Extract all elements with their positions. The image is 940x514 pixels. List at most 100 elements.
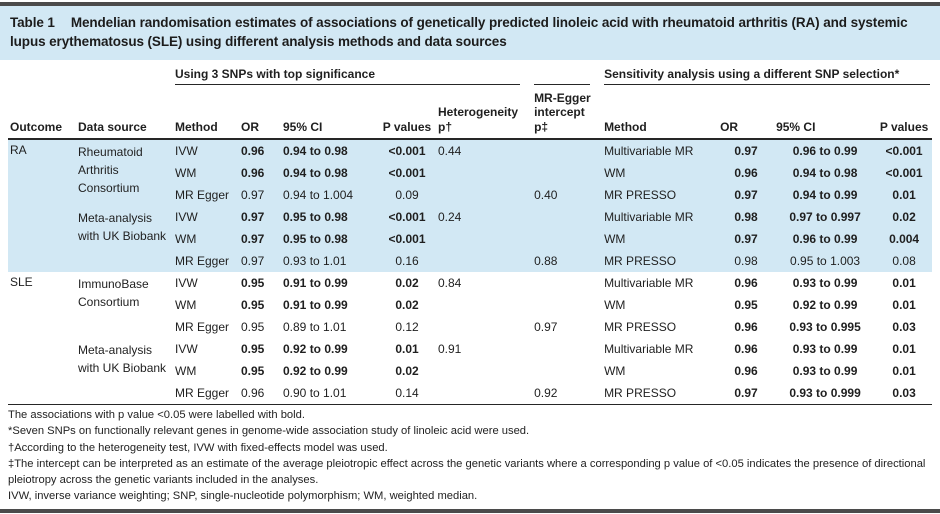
method-cell: MR Egger (173, 381, 239, 405)
or-cell: 0.97 (239, 183, 281, 206)
or2-cell: 0.97 (718, 227, 775, 250)
ci-cell: 0.90 to 1.01 (281, 381, 378, 405)
section-sle: SLE ImmunoBase Consortium IVW 0.95 0.91 … (8, 271, 933, 405)
table-row: RA Rheumatoid Arthritis Consortium IVW 0… (8, 138, 933, 272)
heterogeneity-cell (436, 381, 533, 405)
footnote-abbreviations: IVW, inverse variance weighting; SNP, si… (8, 490, 478, 503)
method2-cell: MR PRESSO (602, 249, 719, 272)
p-cell: 0.12 (378, 315, 436, 338)
ci-cell: 0.93 to 1.01 (281, 249, 378, 272)
footnote-double-dagger: ‡The intercept can be interpreted as an … (8, 458, 926, 486)
ci2-cell: 0.97 to 0.997 (774, 205, 877, 228)
or2-cell: 0.98 (718, 249, 775, 272)
method2-cell: MR PRESSO (602, 381, 719, 405)
group-spacer (8, 64, 173, 85)
heterogeneity-cell: 0.91 (436, 337, 533, 360)
or-cell: 0.96 (239, 161, 281, 184)
egger-intercept-cell (532, 205, 603, 228)
ci-cell: 0.92 to 0.99 (281, 337, 378, 360)
or2-cell: 0.97 (718, 183, 775, 206)
ci2-cell: 0.94 to 0.98 (774, 161, 877, 184)
outcome-cell: RA (8, 138, 76, 272)
table-row: WM 0.96 0.94 to 0.98 <0.001 WM 0.96 0.94… (8, 161, 933, 184)
method-cell: IVW (173, 205, 239, 228)
p2-cell: 0.01 (876, 359, 933, 382)
footnote-asterisk: *Seven SNPs on functionally relevant gen… (8, 425, 530, 438)
ci2-cell: 0.93 to 0.995 (774, 315, 877, 338)
section-ra: RA Rheumatoid Arthritis Consortium IVW 0… (8, 138, 933, 272)
heterogeneity-cell: 0.24 (436, 205, 533, 228)
p-cell: 0.02 (378, 293, 436, 316)
p2-cell: <0.001 (876, 138, 933, 162)
p-cell: <0.001 (378, 138, 436, 162)
ci-cell: 0.95 to 0.98 (281, 205, 378, 228)
p-cell: 0.14 (378, 381, 436, 405)
ci-cell: 0.91 to 0.99 (281, 271, 378, 294)
col-or: OR (239, 85, 281, 140)
egger-intercept-cell (532, 293, 603, 316)
ci2-cell: 0.94 to 0.99 (774, 183, 877, 206)
group-primary-cell: Using 3 SNPs with top significance (173, 64, 532, 86)
table-row: Meta-analysis with UK Biobank IVW 0.95 0… (8, 337, 933, 405)
method2-cell: WM (602, 359, 719, 382)
egger-intercept-cell (532, 359, 603, 382)
table-label: Table 1 (10, 15, 55, 30)
ci-cell: 0.89 to 1.01 (281, 315, 378, 338)
or2-cell: 0.98 (718, 205, 775, 228)
or-cell: 0.96 (239, 138, 281, 162)
heterogeneity-cell (436, 249, 533, 272)
col-p: P values (378, 85, 436, 140)
col-outcome: Outcome (8, 85, 76, 140)
egger-intercept-cell (532, 138, 603, 162)
table-row: SLE ImmunoBase Consortium IVW 0.95 0.91 … (8, 271, 933, 405)
col-heterogeneity: Heterogeneity p† (436, 85, 533, 140)
p2-cell: 0.01 (876, 337, 933, 360)
table-caption: Table 1 Mendelian randomisation estimates… (0, 6, 940, 61)
footnote-bold: The associations with p value <0.05 were… (8, 408, 305, 421)
ci-cell: 0.94 to 0.98 (281, 161, 378, 184)
method-cell: IVW (173, 271, 239, 294)
p-cell: <0.001 (378, 227, 436, 250)
method2-cell: Multivariable MR (602, 271, 719, 294)
egger-intercept-cell (532, 337, 603, 360)
group-sensitivity-title: Sensitivity analysis using a different S… (604, 67, 931, 86)
heterogeneity-cell (436, 161, 533, 184)
or-cell: 0.95 (239, 293, 281, 316)
or2-cell: 0.96 (718, 315, 775, 338)
table-row: WM 0.97 0.95 to 0.98 <0.001 WM 0.97 0.96… (8, 227, 933, 250)
method2-cell: WM (602, 161, 719, 184)
egger-intercept-cell (532, 161, 603, 184)
method2-cell: Multivariable MR (602, 138, 719, 162)
or2-cell: 0.96 (718, 271, 775, 294)
table-row: MR Egger 0.95 0.89 to 1.01 0.12 0.97 MR … (8, 315, 933, 338)
method-cell: MR Egger (173, 315, 239, 338)
or2-cell: 0.96 (718, 359, 775, 382)
heterogeneity-cell (436, 359, 533, 382)
method2-cell: MR PRESSO (602, 315, 719, 338)
or2-cell: 0.95 (718, 293, 775, 316)
col-egger-intercept: MR-Egger intercept p‡ (532, 85, 603, 140)
method2-cell: WM (602, 293, 719, 316)
or-cell: 0.97 (239, 227, 281, 250)
or2-cell: 0.96 (718, 337, 775, 360)
ci2-cell: 0.96 to 0.99 (774, 138, 877, 162)
ci-cell: 0.94 to 0.98 (281, 138, 378, 162)
p2-cell: 0.01 (876, 271, 933, 294)
group-primary-title: Using 3 SNPs with top significance (175, 67, 521, 86)
outcome-cell: SLE (8, 271, 76, 405)
ci-cell: 0.94 to 1.004 (281, 183, 378, 206)
or2-cell: 0.97 (718, 381, 775, 405)
method-cell: WM (173, 293, 239, 316)
method-cell: WM (173, 359, 239, 382)
egger-intercept-cell: 0.92 (532, 381, 603, 405)
or-cell: 0.97 (239, 205, 281, 228)
col-source: Data source (76, 85, 173, 140)
p-cell: 0.02 (378, 271, 436, 294)
p2-cell: 0.01 (876, 183, 933, 206)
p-cell: 0.01 (378, 337, 436, 360)
p2-cell: <0.001 (876, 161, 933, 184)
group-egger-cell (532, 64, 602, 86)
egger-intercept-cell (532, 271, 603, 294)
or2-cell: 0.96 (718, 161, 775, 184)
